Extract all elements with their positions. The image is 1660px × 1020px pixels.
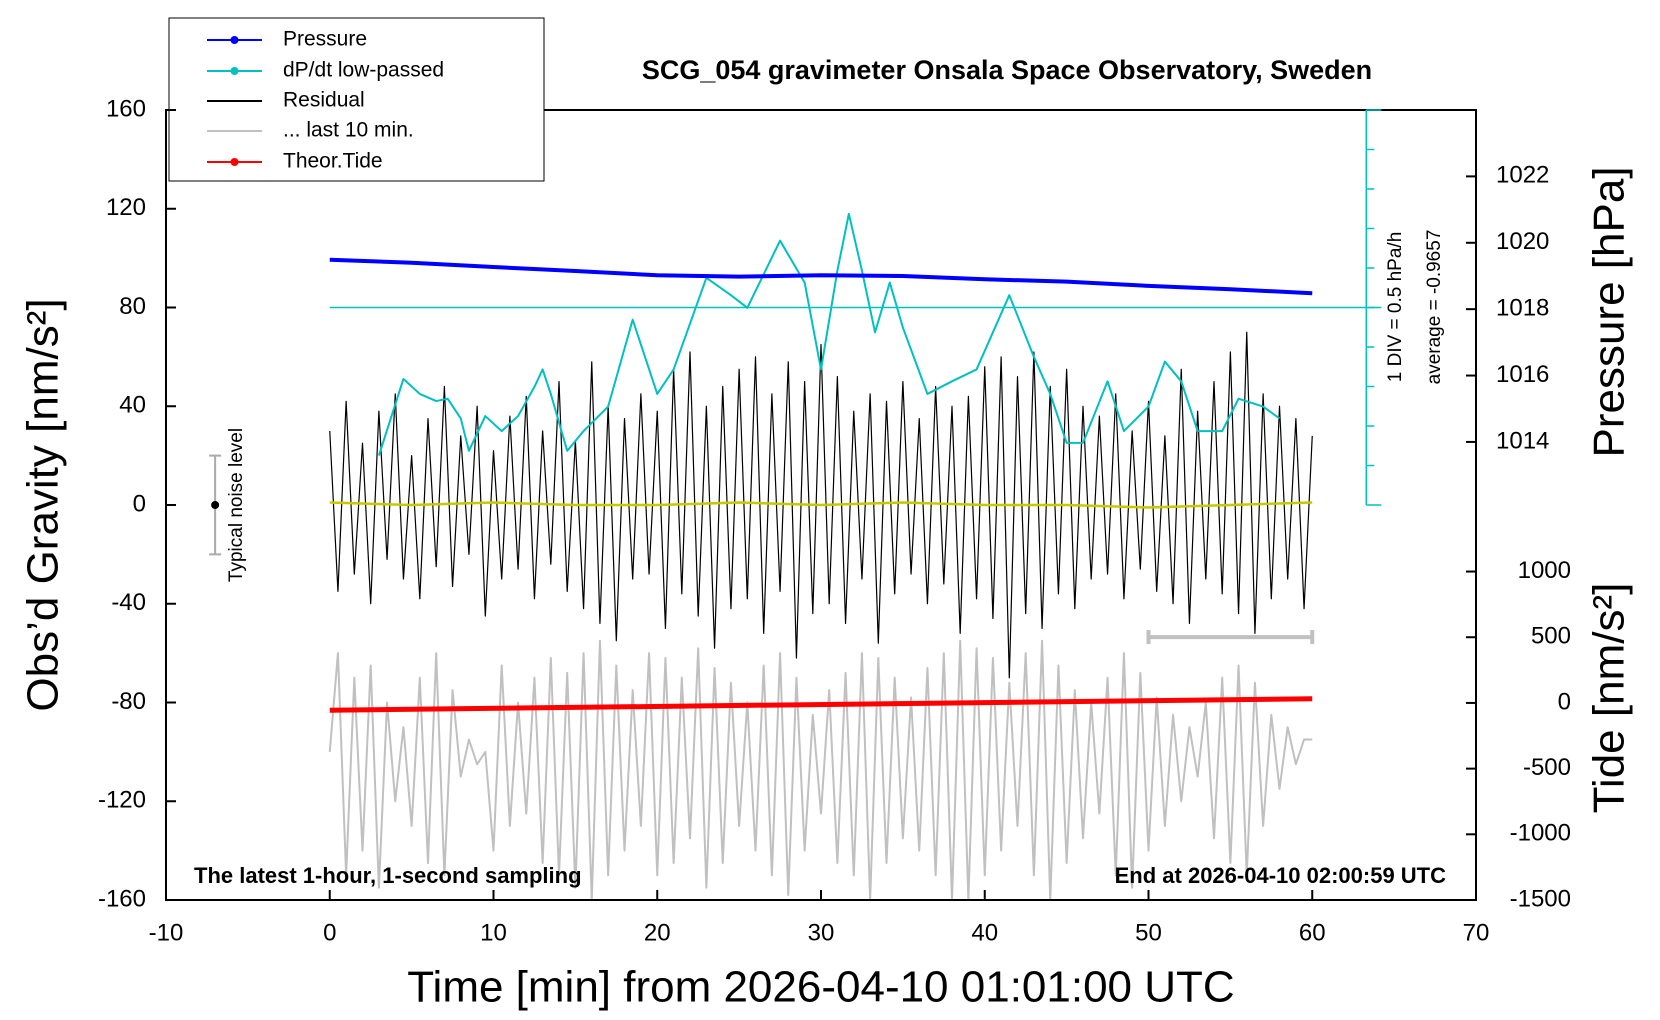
series-line (329, 257, 1313, 296)
y-tick-label: -40 (111, 589, 146, 616)
legend-label: Residual (283, 89, 365, 112)
legend-marker (230, 158, 239, 166)
series-line (329, 501, 1313, 509)
tide-tick-label: 1000 (1518, 557, 1571, 584)
series-line (329, 331, 1313, 679)
y-tick-label: -120 (98, 787, 146, 814)
x-axis-label: Time [min] from 2026-04-10 01:01:00 UTC (407, 963, 1234, 1012)
pressure-tick-label: 1016 (1496, 361, 1549, 388)
series-line (377, 212, 1281, 456)
legend-box (168, 17, 545, 182)
x-tick-label: 10 (480, 919, 507, 946)
y-axis-label: Obs’d Gravity [nm/s²] (19, 298, 68, 711)
y-tick-label: -80 (111, 688, 146, 715)
chart-title: SCG_054 gravimeter Onsala Space Observat… (642, 55, 1372, 85)
tide-tick-label: -500 (1523, 754, 1571, 781)
dpdt-scale-label: 1 DIV = 0.5 hPa/h (1385, 232, 1406, 383)
legend: Pressure dP/dt low-passed Residual ... last… (168, 17, 545, 182)
pressure-tick-label: 1014 (1496, 427, 1549, 454)
plot-area (328, 212, 1382, 900)
y-tick-label: 0 (133, 490, 146, 517)
series-line (328, 639, 1313, 900)
legend-marker (230, 36, 239, 44)
y-tick-label: 80 (119, 293, 146, 320)
y-tick-label: 160 (106, 95, 146, 122)
y-tick-label: 120 (106, 194, 146, 221)
series-line (329, 696, 1313, 713)
tide-axis-label: Tide [nm/s²] (1585, 583, 1634, 814)
pressure-tick-label: 1022 (1496, 162, 1549, 189)
pressure-axis-label: Pressure [hPa] (1585, 166, 1634, 457)
tide-tick-label: 500 (1531, 623, 1571, 650)
tide-tick-label: -1000 (1510, 820, 1571, 847)
x-tick-label: 0 (323, 919, 336, 946)
x-tick-label: 60 (1299, 919, 1326, 946)
legend-label: Pressure (283, 28, 367, 51)
noise-point (211, 501, 220, 509)
legend-label: dP/dt low-passed (283, 59, 444, 82)
y-tick-label: -160 (98, 885, 146, 912)
x-tick-label: 20 (644, 919, 671, 946)
tide-tick-label: 0 (1558, 688, 1571, 715)
noise-label: Typical noise level (226, 428, 247, 582)
x-tick-label: 40 (971, 919, 998, 946)
x-tick-label: 70 (1463, 919, 1490, 946)
x-tick-label: 50 (1135, 919, 1162, 946)
pressure-tick-label: 1018 (1496, 295, 1549, 322)
annotation: End at 2026-04-10 02:00:59 UTC (1115, 863, 1446, 888)
annotation: The latest 1-hour, 1-second sampling (194, 863, 582, 888)
y-tick-label: 40 (119, 392, 146, 419)
x-tick-label: 30 (808, 919, 835, 946)
legend-label: Theor.Tide (283, 150, 383, 173)
x-tick-label: -10 (149, 919, 184, 946)
legend-label: ... last 10 min. (283, 119, 414, 142)
tide-tick-label: -1500 (1510, 885, 1571, 912)
pressure-tick-label: 1020 (1496, 228, 1549, 255)
dpdt-average-label: average = -0.9657 (1424, 230, 1445, 385)
legend-marker (230, 67, 239, 75)
